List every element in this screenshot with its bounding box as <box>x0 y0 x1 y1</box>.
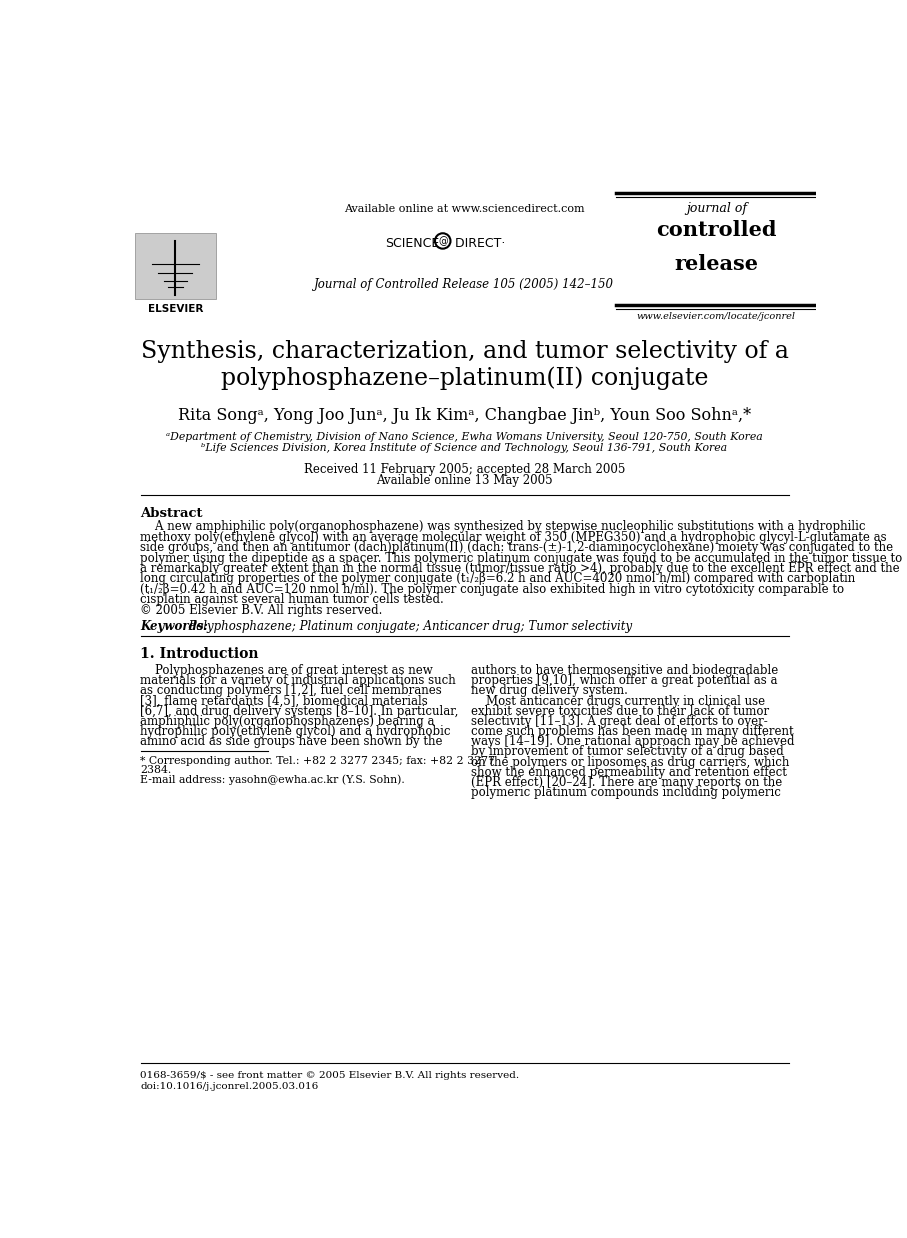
Text: ᵇLife Sciences Division, Korea Institute of Science and Technology, Seoul 136-79: ᵇLife Sciences Division, Korea Institute… <box>201 443 727 453</box>
Text: properties [9,10], which offer a great potential as a: properties [9,10], which offer a great p… <box>472 675 778 687</box>
Text: Synthesis, characterization, and tumor selectivity of a: Synthesis, characterization, and tumor s… <box>141 339 788 363</box>
Text: (t₁/₂β=0.42 h and AUC=120 nmol h/ml). The polymer conjugate also exhibited high : (t₁/₂β=0.42 h and AUC=120 nmol h/ml). Th… <box>141 583 844 595</box>
Text: controlled: controlled <box>656 220 776 240</box>
Text: Received 11 February 2005; accepted 28 March 2005: Received 11 February 2005; accepted 28 M… <box>304 463 625 475</box>
Text: show the enhanced permeability and retention effect: show the enhanced permeability and reten… <box>472 766 787 779</box>
Text: new drug delivery system.: new drug delivery system. <box>472 685 629 697</box>
Text: ELSEVIER: ELSEVIER <box>148 305 203 314</box>
Text: E-mail address: yasohn@ewha.ac.kr (Y.S. Sohn).: E-mail address: yasohn@ewha.ac.kr (Y.S. … <box>141 775 405 785</box>
Text: materials for a variety of industrial applications such: materials for a variety of industrial ap… <box>141 675 456 687</box>
Text: amphiphilic poly(organophosphazenes) bearing a: amphiphilic poly(organophosphazenes) bea… <box>141 714 435 728</box>
Text: as conducting polymers [1,2], fuel cell membranes: as conducting polymers [1,2], fuel cell … <box>141 685 443 697</box>
Text: polymer using the dipeptide as a spacer. This polymeric platinum conjugate was f: polymer using the dipeptide as a spacer.… <box>141 552 902 565</box>
Text: Abstract: Abstract <box>141 506 203 520</box>
Text: (EPR effect) [20–24]. There are many reports on the: (EPR effect) [20–24]. There are many rep… <box>472 776 783 789</box>
Text: Available online at www.sciencedirect.com: Available online at www.sciencedirect.co… <box>344 204 585 214</box>
Text: journal of: journal of <box>686 203 746 215</box>
Text: by improvement of tumor selectivity of a drug based: by improvement of tumor selectivity of a… <box>472 745 785 759</box>
Text: polymeric platinum compounds including polymeric: polymeric platinum compounds including p… <box>472 786 781 799</box>
Text: amino acid as side groups have been shown by the: amino acid as side groups have been show… <box>141 735 443 748</box>
Text: Journal of Controlled Release 105 (2005) 142–150: Journal of Controlled Release 105 (2005)… <box>315 277 614 291</box>
Text: Rita Songᵃ, Yong Joo Junᵃ, Ju Ik Kimᵃ, Changbae Jinᵇ, Youn Soo Sohnᵃ,*: Rita Songᵃ, Yong Joo Junᵃ, Ju Ik Kimᵃ, C… <box>178 406 751 423</box>
Text: Available online 13 May 2005: Available online 13 May 2005 <box>376 474 552 488</box>
Text: SCIENCE: SCIENCE <box>385 238 439 250</box>
Text: @: @ <box>438 236 447 246</box>
Text: a remarkably greater extent than in the normal tissue (tumor/tissue ratio >4), p: a remarkably greater extent than in the … <box>141 562 900 574</box>
Text: Polyphosphazenes are of great interest as new: Polyphosphazenes are of great interest a… <box>141 664 434 677</box>
Text: doi:10.1016/j.jconrel.2005.03.016: doi:10.1016/j.jconrel.2005.03.016 <box>141 1082 318 1091</box>
Text: Most anticancer drugs currently in clinical use: Most anticancer drugs currently in clini… <box>472 695 766 708</box>
Text: ᵃDepartment of Chemistry, Division of Nano Science, Ewha Womans University, Seou: ᵃDepartment of Chemistry, Division of Na… <box>166 432 763 442</box>
Text: www.elsevier.com/locate/jconrel: www.elsevier.com/locate/jconrel <box>637 312 795 321</box>
Text: authors to have thermosensitive and biodegradable: authors to have thermosensitive and biod… <box>472 664 779 677</box>
Text: polyphosphazene–platinum(II) conjugate: polyphosphazene–platinum(II) conjugate <box>220 366 708 390</box>
Text: selectivity [11–13]. A great deal of efforts to over-: selectivity [11–13]. A great deal of eff… <box>472 714 768 728</box>
Text: on the polymers or liposomes as drug carriers, which: on the polymers or liposomes as drug car… <box>472 755 790 769</box>
Text: Polyphosphazene; Platinum conjugate; Anticancer drug; Tumor selectivity: Polyphosphazene; Platinum conjugate; Ant… <box>185 620 632 633</box>
FancyBboxPatch shape <box>135 233 217 298</box>
Text: * Corresponding author. Tel.: +82 2 3277 2345; fax: +82 2 3277: * Corresponding author. Tel.: +82 2 3277… <box>141 756 495 766</box>
Text: hydrophilic poly(ethylene glycol) and a hydrophobic: hydrophilic poly(ethylene glycol) and a … <box>141 725 451 738</box>
Text: release: release <box>674 254 758 274</box>
Text: DIRECT·: DIRECT· <box>446 238 505 250</box>
Text: 0168-3659/$ - see front matter © 2005 Elsevier B.V. All rights reserved.: 0168-3659/$ - see front matter © 2005 El… <box>141 1071 520 1080</box>
Text: 2384.: 2384. <box>141 765 171 775</box>
Text: side groups, and then an antitumor (dach)platinum(II) (dach: trans-(±)-1,2-diami: side groups, and then an antitumor (dach… <box>141 541 893 555</box>
Text: long circulating properties of the polymer conjugate (t₁/₂β=6.2 h and AUC=4020 n: long circulating properties of the polym… <box>141 572 855 586</box>
Text: come such problems has been made in many different: come such problems has been made in many… <box>472 725 794 738</box>
Text: cisplatin against several human tumor cells tested.: cisplatin against several human tumor ce… <box>141 593 444 607</box>
Text: exhibit severe toxicities due to their lack of tumor: exhibit severe toxicities due to their l… <box>472 704 769 718</box>
Text: 1. Introduction: 1. Introduction <box>141 647 259 661</box>
Text: Keywords:: Keywords: <box>141 620 209 633</box>
Text: methoxy poly(ethylene glycol) with an average molecular weight of 350 (MPEG350) : methoxy poly(ethylene glycol) with an av… <box>141 531 887 543</box>
Text: ways [14–19]. One rational approach may be achieved: ways [14–19]. One rational approach may … <box>472 735 795 748</box>
Text: [6,7], and drug delivery systems [8–10]. In particular,: [6,7], and drug delivery systems [8–10].… <box>141 704 459 718</box>
Text: [3], flame retardants [4,5], biomedical materials: [3], flame retardants [4,5], biomedical … <box>141 695 428 708</box>
Text: A new amphiphilic poly(organophosphazene) was synthesized by stepwise nucleophil: A new amphiphilic poly(organophosphazene… <box>141 520 866 534</box>
Text: © 2005 Elsevier B.V. All rights reserved.: © 2005 Elsevier B.V. All rights reserved… <box>141 604 383 617</box>
